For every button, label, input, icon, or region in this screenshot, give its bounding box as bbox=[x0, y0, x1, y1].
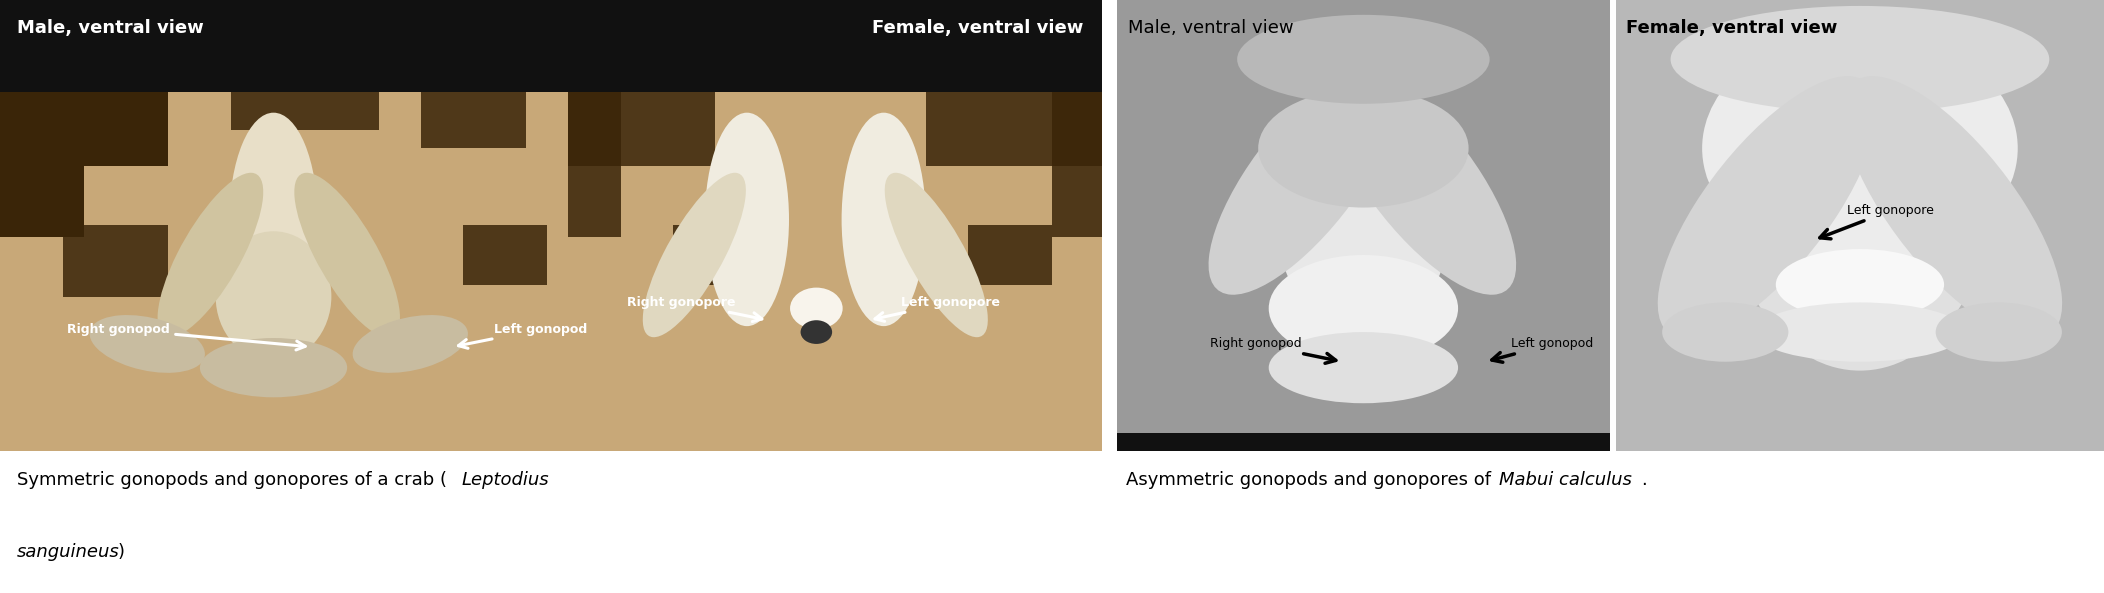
Text: Asymmetric gonopods and gonopores of: Asymmetric gonopods and gonopores of bbox=[1126, 471, 1496, 489]
Ellipse shape bbox=[842, 113, 926, 326]
Ellipse shape bbox=[1269, 332, 1458, 403]
Ellipse shape bbox=[1734, 44, 1986, 371]
Ellipse shape bbox=[800, 320, 831, 344]
Ellipse shape bbox=[353, 315, 467, 373]
Ellipse shape bbox=[1658, 76, 1877, 339]
Ellipse shape bbox=[1662, 302, 1788, 362]
Bar bbox=[0, 0, 1102, 451]
Text: sanguineus: sanguineus bbox=[17, 543, 120, 560]
Text: Left gonopod: Left gonopod bbox=[459, 323, 587, 348]
Bar bbox=[1117, 433, 1610, 451]
Ellipse shape bbox=[200, 338, 347, 397]
Bar bbox=[1616, 0, 2104, 451]
Text: Male, ventral view: Male, ventral view bbox=[1128, 19, 1294, 37]
Bar bbox=[1102, 0, 1117, 451]
Ellipse shape bbox=[1323, 61, 1517, 295]
Ellipse shape bbox=[1258, 89, 1469, 208]
Ellipse shape bbox=[705, 113, 789, 326]
Bar bbox=[421, 0, 526, 148]
Ellipse shape bbox=[791, 288, 842, 329]
Bar bbox=[1117, 0, 1610, 451]
Text: Mabui calculus: Mabui calculus bbox=[1500, 471, 1633, 489]
Text: Left gonopore: Left gonopore bbox=[1820, 204, 1934, 239]
Ellipse shape bbox=[1208, 61, 1401, 295]
Text: Right gonopod: Right gonopod bbox=[1210, 337, 1336, 364]
Text: Left gonopod: Left gonopod bbox=[1492, 337, 1593, 362]
Text: Right gonopod: Right gonopod bbox=[67, 323, 305, 350]
Bar bbox=[568, 0, 621, 237]
Ellipse shape bbox=[642, 173, 747, 337]
Bar bbox=[0, 0, 1102, 92]
Ellipse shape bbox=[158, 173, 263, 337]
Ellipse shape bbox=[229, 113, 318, 326]
Bar bbox=[63, 225, 168, 296]
Bar bbox=[568, 0, 715, 166]
Ellipse shape bbox=[1311, 33, 1416, 359]
Bar bbox=[0, 0, 84, 237]
Text: Left gonopore: Left gonopore bbox=[875, 296, 999, 321]
Text: ): ) bbox=[118, 543, 124, 560]
Text: Leptodius: Leptodius bbox=[461, 471, 549, 489]
Ellipse shape bbox=[1269, 255, 1458, 362]
Bar bbox=[231, 0, 379, 130]
Ellipse shape bbox=[1936, 302, 2062, 362]
Bar bbox=[968, 225, 1052, 285]
Bar bbox=[673, 225, 757, 285]
Text: Symmetric gonopods and gonopores of a crab (: Symmetric gonopods and gonopores of a cr… bbox=[17, 471, 446, 489]
Text: Female, ventral view: Female, ventral view bbox=[1626, 19, 1837, 37]
Ellipse shape bbox=[884, 173, 989, 337]
Bar bbox=[926, 0, 1115, 166]
Text: Female, ventral view: Female, ventral view bbox=[873, 19, 1084, 37]
Ellipse shape bbox=[1671, 6, 2049, 113]
Ellipse shape bbox=[1237, 15, 1490, 104]
Ellipse shape bbox=[215, 231, 332, 362]
Ellipse shape bbox=[1843, 76, 2062, 339]
Ellipse shape bbox=[1279, 148, 1448, 326]
Ellipse shape bbox=[1702, 30, 2018, 267]
Bar bbox=[0, 0, 168, 166]
Ellipse shape bbox=[295, 173, 400, 337]
Ellipse shape bbox=[90, 315, 204, 373]
Bar bbox=[463, 225, 547, 285]
Text: Male, ventral view: Male, ventral view bbox=[17, 19, 204, 37]
Text: .: . bbox=[1641, 471, 1647, 489]
Ellipse shape bbox=[1776, 249, 1944, 320]
Ellipse shape bbox=[1755, 302, 1965, 362]
Text: Right gonopore: Right gonopore bbox=[627, 296, 762, 321]
Bar bbox=[1052, 0, 1105, 237]
